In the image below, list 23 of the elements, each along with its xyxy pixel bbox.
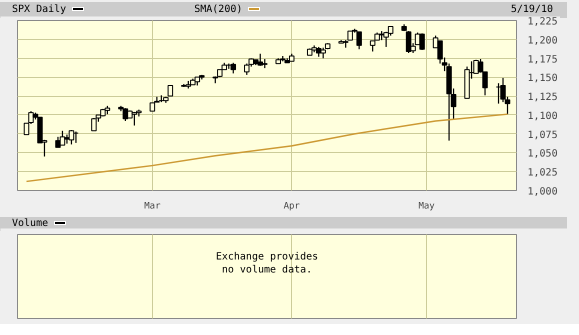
x-tick-label: Apr: [284, 202, 300, 212]
candlestick: [356, 31, 362, 50]
y-tick-label: 1,225: [528, 16, 558, 28]
text: Exchange provides no volume data.: [216, 251, 318, 276]
text: Volume: [0, 217, 567, 231]
chart-subtitle: 5/19/10: [510, 3, 554, 17]
y-tick-label: 1,125: [528, 92, 558, 104]
y-tick-label: 1,200: [528, 35, 558, 46]
candlestick: [388, 26, 394, 36]
candlestick: [55, 136, 61, 148]
candlestick: [91, 117, 97, 132]
legend-label: SPX Daily: [12, 4, 68, 15]
y-tick-label: 1,075: [528, 130, 558, 141]
x-tick-label: Mar: [144, 202, 162, 212]
y-tick-label: 1,150: [528, 73, 558, 84]
y-tick-label: 1,000: [528, 186, 558, 198]
x-tick-label: May: [418, 202, 436, 212]
y-tick-label: 1,025: [528, 168, 558, 179]
candlestick: [419, 32, 425, 51]
y-tick-label: 1,100: [528, 110, 558, 122]
y-tick-label: 1,175: [528, 54, 558, 66]
y-tick-label: 1,050: [528, 148, 558, 160]
legend-label: SMA(200): [194, 4, 244, 15]
